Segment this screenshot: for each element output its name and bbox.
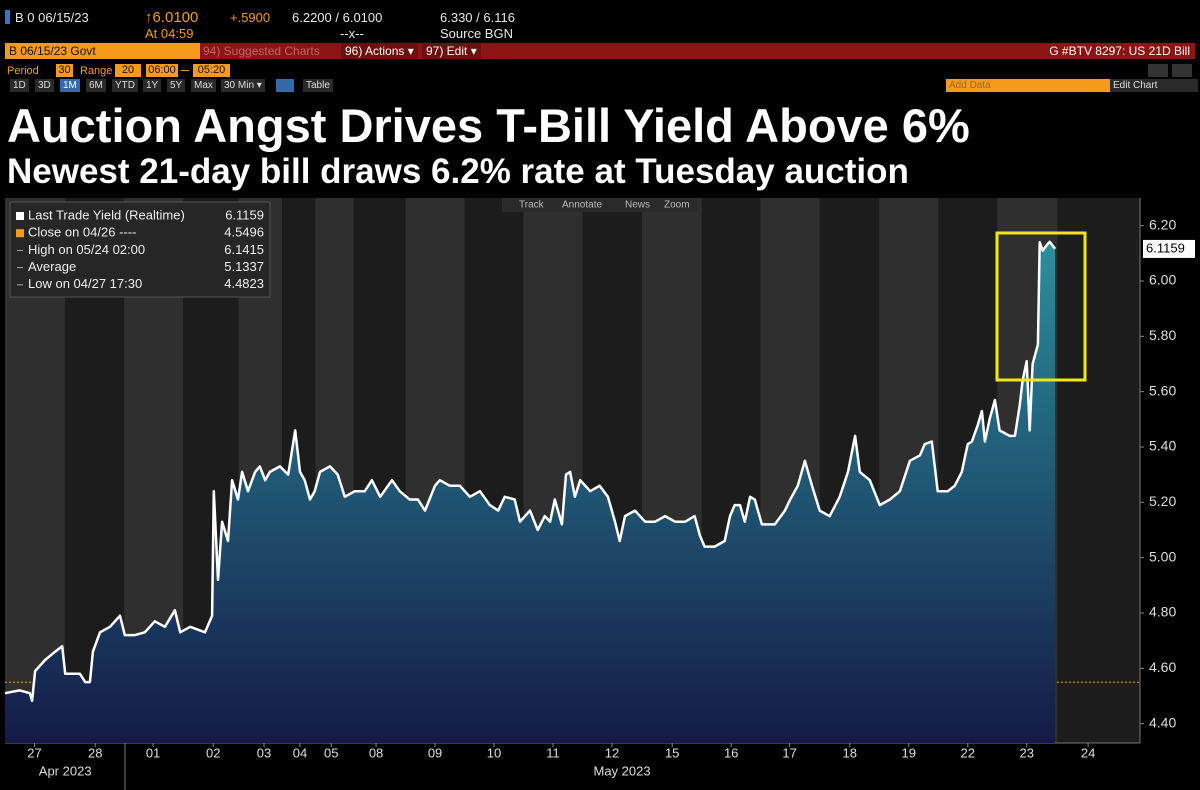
x-tick-label: 17 (782, 745, 796, 760)
chart-tool[interactable]: Track (519, 200, 545, 211)
edit-chart[interactable]: Edit Chart (1110, 79, 1198, 92)
y-tick-label: 4.60 (1149, 659, 1176, 675)
area (5, 241, 1056, 744)
x-tick-label: 24 (1081, 745, 1095, 760)
menu-item[interactable]: 97) Edit ▾ (422, 43, 481, 59)
table-button[interactable]: Table (303, 79, 333, 92)
last-value-label: 6.1159 (1146, 240, 1185, 255)
x-tick-label: 19 (902, 745, 916, 760)
undo-button[interactable] (1148, 64, 1168, 77)
line (4, 240, 1057, 703)
legend-swatch (16, 212, 24, 220)
period[interactable]: 30 (56, 64, 73, 77)
x-tick-label: 23 (1020, 745, 1034, 760)
legend-label: Low on 04/27 17:30 (28, 276, 142, 291)
highlight-box (995, 231, 1087, 382)
timeframe[interactable]: 1D (10, 79, 29, 92)
security-box (5, 43, 200, 59)
last-value-tag (1143, 239, 1195, 258)
security-icon (5, 10, 10, 24)
y-tick-label: 4.80 (1149, 604, 1176, 620)
x-tick-label: 22 (961, 745, 975, 760)
x-tick-label: 11 (546, 745, 560, 760)
redo-button[interactable] (1172, 64, 1192, 77)
timeframe[interactable]: 1M (60, 79, 80, 92)
add-data[interactable]: Add Data (946, 79, 1110, 92)
range-label: Range (80, 65, 113, 77)
legend-label: High on 05/24 02:00 (28, 242, 145, 257)
legend (9, 201, 271, 298)
range-dash (181, 70, 189, 71)
tools-bar (502, 198, 697, 212)
chart-tool[interactable]: Annotate (562, 200, 602, 211)
timeframe[interactable]: YTD (112, 79, 138, 92)
y-tick-label: 5.40 (1149, 438, 1176, 454)
y-tick-label: 6.00 (1149, 272, 1176, 288)
x-tick-label: 04 (293, 745, 307, 760)
timeframe[interactable]: 5Y (167, 79, 186, 92)
legend-swatch (16, 229, 24, 238)
subtitle: Newest 21-day bill draws 6.2% rate at Tu… (7, 152, 909, 191)
y-tick-label: 4.40 (1149, 714, 1176, 730)
security[interactable]: B 06/15/23 Govt (9, 44, 96, 58)
y-tick-label: 5.20 (1149, 493, 1176, 509)
time: At 04:59 (145, 26, 194, 41)
legend-value: 4.5496 (224, 225, 264, 240)
x-tick-label: 03 (257, 745, 271, 760)
x-tick-label: 09 (428, 745, 442, 760)
timeframe[interactable]: Max (191, 79, 216, 92)
x-tick-label: 08 (369, 745, 383, 760)
month-label: Apr 2023 (39, 763, 92, 778)
interval[interactable]: 30 Min ▾ (221, 79, 265, 92)
x-tick-label: 10 (487, 745, 501, 760)
x-tick-label: 12 (605, 745, 619, 760)
x-tick-label: 28 (88, 745, 102, 760)
last-price: ↑6.0100 (145, 9, 199, 26)
range[interactable]: 20 (115, 64, 141, 77)
legend-label: Average (28, 259, 76, 274)
range-end[interactable]: 05:20 (193, 64, 230, 77)
chart-id: G #BTV 8297: US 21D Bill (1049, 44, 1190, 58)
bid-ask: 6.2200 / 6.0100 (292, 10, 383, 25)
x-tick-label: 15 (665, 745, 679, 760)
x-tick-label: 16 (724, 745, 738, 760)
source: Source BGN (440, 26, 513, 41)
legend-value: 5.1337 (224, 259, 264, 274)
y-tick-label: 5.80 (1149, 327, 1176, 343)
chart: 27 28 01 02 03 04 05 08 09 10 11 12 15 16 17 18 19 22 23 24… (4, 198, 1195, 790)
legend-value: 4.4823 (224, 276, 264, 291)
range-start[interactable]: 06:00 (146, 64, 178, 77)
chart-tool[interactable]: Zoom (664, 200, 690, 211)
y-tick-label: 5.00 (1149, 548, 1176, 564)
menu-item[interactable]: 94) Suggested Charts (203, 44, 320, 58)
x-tick-label: 18 (843, 745, 857, 760)
timeframe[interactable]: 3D (35, 79, 54, 92)
x-tick-label: 01 (146, 745, 160, 760)
legend-value: 6.1159 (225, 207, 264, 222)
x-tick-label: 02 (206, 745, 220, 760)
month-label: May 2023 (594, 763, 651, 778)
legend-value: 6.1415 (224, 242, 264, 257)
y-tick-label: 6.20 (1149, 216, 1176, 232)
legend-label: Close on 04/26 ---- (28, 225, 136, 240)
x-tick-label: 05 (324, 745, 338, 760)
period-label: Period (7, 65, 39, 77)
x-tick-label: 27 (27, 745, 41, 760)
chart-type[interactable] (276, 79, 294, 92)
high-low: 6.330 / 6.116 (440, 10, 515, 25)
legend-label: Last Trade Yield (Realtime) (28, 207, 185, 222)
chart-tool[interactable]: News (625, 200, 650, 211)
y-tick-label: 5.60 (1149, 382, 1176, 398)
timeframe[interactable]: 6M (86, 79, 106, 92)
title: Auction Angst Drives T-Bill Yield Above … (7, 99, 970, 152)
menu-item[interactable]: 96) Actions ▾ (341, 43, 418, 59)
volume: --x-- (340, 26, 364, 41)
timeframe[interactable]: 1Y (143, 79, 162, 92)
ticker: B 0 06/15/23 (15, 10, 89, 25)
change: +.5900 (230, 10, 271, 25)
